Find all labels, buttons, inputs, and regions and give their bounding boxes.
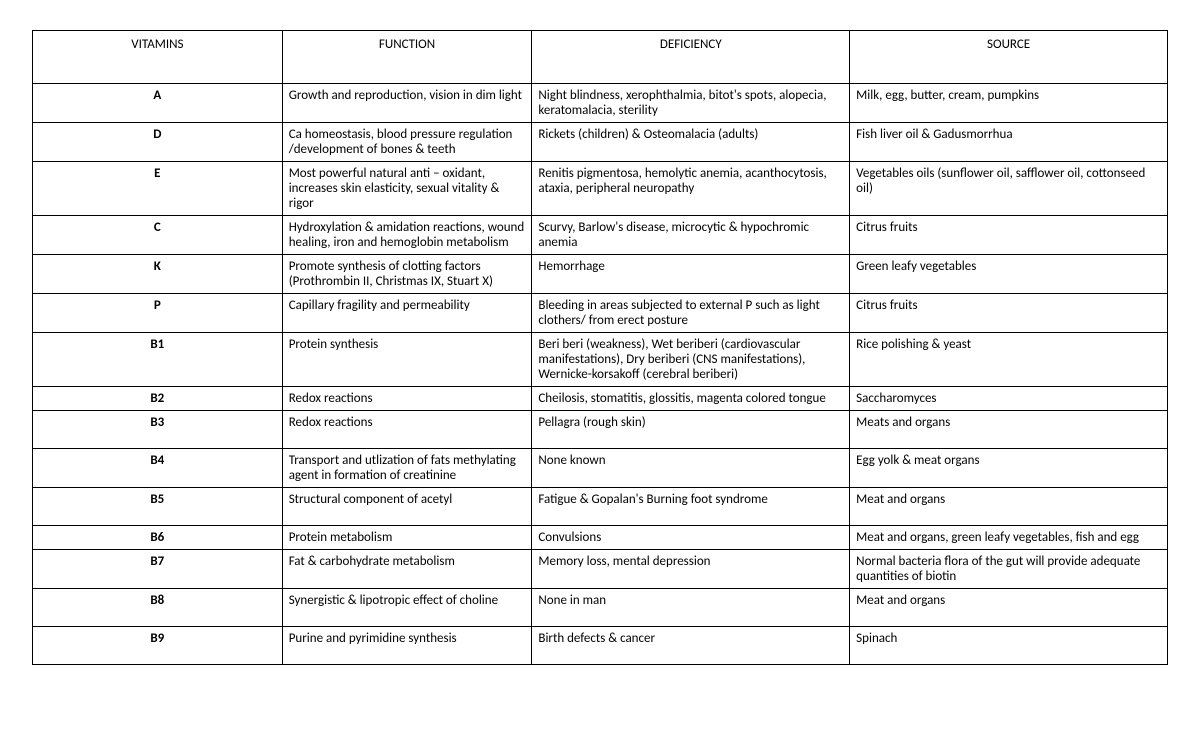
cell-deficiency: Rickets (children) & Osteomalacia (adult…	[532, 123, 850, 162]
cell-vitamin: B5	[33, 488, 283, 526]
table-row: B2Redox reactionsCheilosis, stomatitis, …	[33, 387, 1168, 411]
col-header-vitamins: VITAMINS	[33, 31, 283, 84]
cell-source: Vegetables oils (sunflower oil, safflowe…	[850, 162, 1168, 216]
cell-source: Egg yolk & meat organs	[850, 449, 1168, 488]
cell-vitamin: P	[33, 294, 283, 333]
cell-function: Redox reactions	[282, 387, 532, 411]
cell-function: Transport and utlization of fats methyla…	[282, 449, 532, 488]
table-row: B7Fat & carbohydrate metabolism Memory l…	[33, 550, 1168, 589]
table-row: EMost powerful natural anti – oxidant, i…	[33, 162, 1168, 216]
cell-function: Structural component of acetyl	[282, 488, 532, 526]
cell-source: Meat and organs	[850, 589, 1168, 627]
cell-function: Protein metabolism	[282, 526, 532, 550]
table-row: B1Protein synthesisBeri beri (weakness),…	[33, 333, 1168, 387]
cell-source: Rice polishing & yeast	[850, 333, 1168, 387]
table-row: CHydroxylation & amidation reactions, wo…	[33, 216, 1168, 255]
cell-function: Growth and reproduction, vision in dim l…	[282, 84, 532, 123]
table-row: B3Redox reactions Pellagra (rough skin)M…	[33, 411, 1168, 449]
col-header-source: SOURCE	[850, 31, 1168, 84]
cell-source: Citrus fruits	[850, 216, 1168, 255]
cell-vitamin: D	[33, 123, 283, 162]
cell-deficiency: Bleeding in areas subjected to external …	[532, 294, 850, 333]
cell-source: Milk, egg, butter, cream, pumpkins	[850, 84, 1168, 123]
cell-deficiency: Renitis pigmentosa, hemolytic anemia, ac…	[532, 162, 850, 216]
table-row: PCapillary fragility and permeabilityBle…	[33, 294, 1168, 333]
cell-vitamin: B2	[33, 387, 283, 411]
cell-vitamin: B3	[33, 411, 283, 449]
cell-deficiency: Pellagra (rough skin)	[532, 411, 850, 449]
cell-source: Normal bacteria flora of the gut will pr…	[850, 550, 1168, 589]
table-row: DCa homeostasis, blood pressure regulati…	[33, 123, 1168, 162]
table-row: B6Protein metabolismConvulsionsMeat and …	[33, 526, 1168, 550]
cell-vitamin: B4	[33, 449, 283, 488]
table-row: KPromote synthesis of clotting factors (…	[33, 255, 1168, 294]
table-header: VITAMINS FUNCTION DEFICIENCY SOURCE	[33, 31, 1168, 84]
table-row: B5Structural component of acetylFatigue …	[33, 488, 1168, 526]
cell-function: Protein synthesis	[282, 333, 532, 387]
cell-function: Redox reactions	[282, 411, 532, 449]
col-header-deficiency: DEFICIENCY	[532, 31, 850, 84]
cell-function: Synergistic & lipotropic effect of choli…	[282, 589, 532, 627]
cell-vitamin: E	[33, 162, 283, 216]
cell-vitamin: K	[33, 255, 283, 294]
cell-function: Capillary fragility and permeability	[282, 294, 532, 333]
table-row: B8Synergistic & lipotropic effect of cho…	[33, 589, 1168, 627]
cell-deficiency: None known	[532, 449, 850, 488]
cell-vitamin: B8	[33, 589, 283, 627]
cell-function: Promote synthesis of clotting factors (P…	[282, 255, 532, 294]
cell-deficiency: Scurvy, Barlow's disease, microcytic & h…	[532, 216, 850, 255]
cell-deficiency: Convulsions	[532, 526, 850, 550]
cell-vitamin: B1	[33, 333, 283, 387]
vitamins-table: VITAMINS FUNCTION DEFICIENCY SOURCE AGro…	[32, 30, 1168, 665]
cell-deficiency: Beri beri (weakness), Wet beriberi (card…	[532, 333, 850, 387]
cell-source: Meats and organs	[850, 411, 1168, 449]
table-row: B4Transport and utlization of fats methy…	[33, 449, 1168, 488]
cell-deficiency: Night blindness, xerophthalmia, bitot's …	[532, 84, 850, 123]
cell-function: Purine and pyrimidine synthesis	[282, 627, 532, 665]
cell-function: Fat & carbohydrate metabolism	[282, 550, 532, 589]
cell-source: Green leafy vegetables	[850, 255, 1168, 294]
cell-source: Meat and organs	[850, 488, 1168, 526]
cell-vitamin: B6	[33, 526, 283, 550]
cell-deficiency: Fatigue & Gopalan's Burning foot syndrom…	[532, 488, 850, 526]
col-header-function: FUNCTION	[282, 31, 532, 84]
cell-vitamin: B9	[33, 627, 283, 665]
cell-source: Saccharomyces	[850, 387, 1168, 411]
cell-vitamin: C	[33, 216, 283, 255]
cell-deficiency: Memory loss, mental depression	[532, 550, 850, 589]
cell-function: Ca homeostasis, blood pressure regulatio…	[282, 123, 532, 162]
cell-source: Citrus fruits	[850, 294, 1168, 333]
table-row: AGrowth and reproduction, vision in dim …	[33, 84, 1168, 123]
cell-source: Spinach	[850, 627, 1168, 665]
cell-vitamin: A	[33, 84, 283, 123]
table-body: AGrowth and reproduction, vision in dim …	[33, 84, 1168, 665]
cell-source: Fish liver oil & Gadusmorrhua	[850, 123, 1168, 162]
cell-deficiency: Cheilosis, stomatitis, glossitis, magent…	[532, 387, 850, 411]
cell-deficiency: Birth defects & cancer	[532, 627, 850, 665]
cell-function: Most powerful natural anti – oxidant, in…	[282, 162, 532, 216]
cell-deficiency: None in man	[532, 589, 850, 627]
cell-vitamin: B7	[33, 550, 283, 589]
cell-function: Hydroxylation & amidation reactions, wou…	[282, 216, 532, 255]
table-row: B9Purine and pyrimidine synthesisBirth d…	[33, 627, 1168, 665]
cell-deficiency: Hemorrhage	[532, 255, 850, 294]
cell-source: Meat and organs, green leafy vegetables,…	[850, 526, 1168, 550]
